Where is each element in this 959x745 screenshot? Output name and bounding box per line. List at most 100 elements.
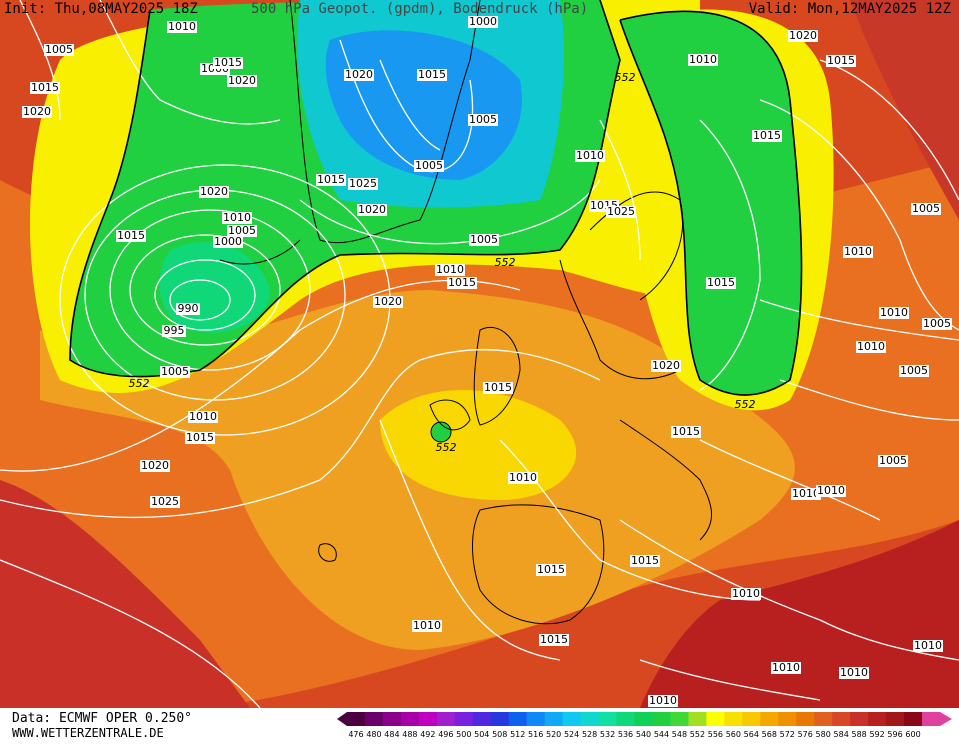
svg-text:1020: 1020 bbox=[374, 295, 402, 308]
svg-text:1020: 1020 bbox=[141, 459, 169, 472]
isobar-label: 1015 bbox=[752, 129, 782, 142]
svg-text:1015: 1015 bbox=[214, 56, 242, 69]
svg-text:1010: 1010 bbox=[223, 211, 251, 224]
colorbar-swatch bbox=[490, 712, 510, 726]
isobar-label: 1000 bbox=[213, 235, 243, 248]
geopotential-label: 552 bbox=[615, 71, 636, 84]
isobar-label: 1025 bbox=[348, 177, 378, 190]
blue-core bbox=[325, 30, 522, 180]
colorbar-swatch bbox=[652, 712, 671, 726]
geopotential-labels: 552 552 552 552 552 bbox=[129, 71, 756, 454]
svg-text:1015: 1015 bbox=[448, 276, 476, 289]
isobar-label: 1010 bbox=[412, 619, 442, 632]
website-credit: WWW.WETTERZENTRALE.DE bbox=[12, 726, 164, 740]
isobar-label: 1010 bbox=[843, 245, 873, 258]
colorbar-arrow-left bbox=[337, 712, 347, 726]
colorbar-swatch bbox=[526, 712, 546, 726]
geopotential-label: 552 bbox=[436, 441, 457, 454]
isobar-label: 1025 bbox=[606, 205, 636, 218]
colorbar-tick-label: 496 bbox=[438, 730, 453, 739]
colorbar-swatch bbox=[904, 712, 923, 726]
geopotential-552-contours bbox=[69, 0, 803, 396]
svg-text:1015: 1015 bbox=[418, 68, 446, 81]
svg-text:1010: 1010 bbox=[857, 340, 885, 353]
svg-text:1015: 1015 bbox=[117, 229, 145, 242]
svg-text:1010: 1010 bbox=[509, 471, 537, 484]
isobar-label: 1005 bbox=[44, 43, 74, 56]
svg-text:1015: 1015 bbox=[317, 173, 345, 186]
colorbar-swatch bbox=[364, 712, 384, 726]
data-source: Data: ECMWF OPER 0.250° bbox=[12, 711, 193, 726]
colorbar-swatch bbox=[400, 712, 420, 726]
isobar-label: 1020 bbox=[140, 459, 170, 472]
dark-red-sw bbox=[0, 480, 250, 708]
svg-text:1020: 1020 bbox=[228, 74, 256, 87]
cutoff-low bbox=[430, 421, 452, 443]
isobar-label: 1005 bbox=[468, 113, 498, 126]
isobar-label: 1010 bbox=[688, 53, 718, 66]
geopotential-label: 552 bbox=[129, 377, 150, 390]
isobar-label: 1015 bbox=[536, 563, 566, 576]
svg-text:1010: 1010 bbox=[817, 484, 845, 497]
svg-text:1010: 1010 bbox=[880, 306, 908, 319]
isobar-label: 1010 bbox=[913, 639, 943, 652]
colorbar-tick-label: 512 bbox=[510, 730, 525, 739]
isobar-label: 1015 bbox=[447, 276, 477, 289]
colorbar-swatch bbox=[814, 712, 833, 726]
colorbar-swatch bbox=[778, 712, 797, 726]
colorbar-swatch bbox=[850, 712, 869, 726]
svg-text:1015: 1015 bbox=[631, 554, 659, 567]
isobar-label: 1010 bbox=[816, 484, 846, 497]
svg-text:1020: 1020 bbox=[23, 105, 51, 118]
svg-text:1015: 1015 bbox=[484, 381, 512, 394]
colorbar-swatch bbox=[472, 712, 492, 726]
isobar-label: 1005 bbox=[922, 317, 952, 330]
svg-text:1010: 1010 bbox=[436, 263, 464, 276]
svg-text:1005: 1005 bbox=[45, 43, 73, 56]
svg-text:1010: 1010 bbox=[732, 587, 760, 600]
isobar-label: 1010 bbox=[839, 666, 869, 679]
valid-time: Valid: Mon,12MAY2025 12Z bbox=[748, 1, 951, 17]
isobar-label: 1005 bbox=[469, 233, 499, 246]
colorbar-tick-label: 532 bbox=[600, 730, 615, 739]
svg-text:1010: 1010 bbox=[576, 149, 604, 162]
isobar-label: 1015 bbox=[630, 554, 660, 567]
svg-text:1005: 1005 bbox=[900, 364, 928, 377]
colorbar-tick-label: 592 bbox=[869, 730, 884, 739]
colorbar-tick-label: 524 bbox=[564, 730, 579, 739]
isobar-label: 1000 bbox=[468, 15, 498, 28]
isobar-label: 995 bbox=[162, 324, 186, 337]
isobar-label: 1010 bbox=[648, 694, 678, 707]
svg-text:1005: 1005 bbox=[879, 454, 907, 467]
svg-text:1015: 1015 bbox=[707, 276, 735, 289]
svg-text:1020: 1020 bbox=[345, 68, 373, 81]
isobar-label: 1010 bbox=[879, 306, 909, 319]
colorbar-swatch bbox=[868, 712, 887, 726]
colorbar-swatch bbox=[544, 712, 564, 726]
colorbar-tick-label: 600 bbox=[905, 730, 920, 739]
isobar-label: 1005 bbox=[227, 224, 257, 237]
svg-text:1005: 1005 bbox=[470, 233, 498, 246]
colorbar-tick-label: 500 bbox=[456, 730, 471, 739]
colorbar-swatch bbox=[454, 712, 474, 726]
isobar-label: 1015 bbox=[671, 425, 701, 438]
isobar-label: 1010 bbox=[435, 263, 465, 276]
colorbar-swatch bbox=[562, 712, 582, 726]
isobar-labels: 1010 1005 1015 1020 1000 1015 1020 1000 … bbox=[22, 15, 952, 707]
colorbar-swatch bbox=[724, 712, 743, 726]
colorbar-tick-label: 576 bbox=[798, 730, 813, 739]
isobar-label: 1015 bbox=[30, 81, 60, 94]
isobar-label: 1015 bbox=[185, 431, 215, 444]
isobar-label: 1010 bbox=[771, 661, 801, 674]
svg-text:1025: 1025 bbox=[151, 495, 179, 508]
svg-text:1005: 1005 bbox=[415, 159, 443, 172]
colorbar-swatch bbox=[347, 712, 366, 726]
colorbar-tick-label: 540 bbox=[636, 730, 651, 739]
isobar-label: 1015 bbox=[706, 276, 736, 289]
colorbar-tick-label: 544 bbox=[654, 730, 669, 739]
svg-text:1015: 1015 bbox=[537, 563, 565, 576]
svg-text:1005: 1005 bbox=[161, 365, 189, 378]
svg-text:1005: 1005 bbox=[469, 113, 497, 126]
svg-text:995: 995 bbox=[164, 324, 185, 337]
svg-text:1015: 1015 bbox=[827, 54, 855, 67]
